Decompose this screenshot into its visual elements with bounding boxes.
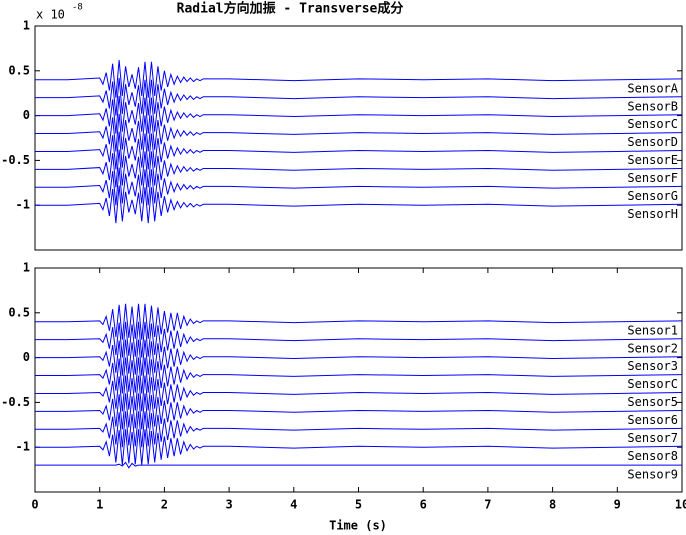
y-tick-label: 1 <box>23 19 30 33</box>
x-tick-label: 8 <box>549 498 556 512</box>
trace <box>35 429 683 466</box>
y-tick-label: 0.5 <box>8 63 30 77</box>
y-exponent: -8 <box>72 3 83 13</box>
trace <box>35 167 683 206</box>
trace-label: SensorC <box>627 377 678 391</box>
x-tick-label: 2 <box>161 498 168 512</box>
trace-label: SensorG <box>627 189 678 203</box>
y-tick-label: 0 <box>23 350 30 364</box>
x-tick-label: 9 <box>614 498 621 512</box>
y-tick-label: 1 <box>23 261 30 275</box>
trace <box>35 131 683 170</box>
trace-label: Sensor8 <box>627 449 678 463</box>
x-tick-label: 0 <box>31 498 38 512</box>
trace <box>35 95 683 134</box>
y-tick-label: -1 <box>16 198 30 212</box>
trace <box>35 321 683 358</box>
trace <box>35 60 683 98</box>
trace <box>35 77 683 116</box>
trace <box>35 461 682 469</box>
trace-label: Sensor3 <box>627 359 678 373</box>
y-tick-label: -0.5 <box>1 395 30 409</box>
trace <box>35 303 683 340</box>
trace-label: SensorF <box>627 171 678 185</box>
y-tick-label: 0.5 <box>8 305 30 319</box>
trace-label: Sensor5 <box>627 395 678 409</box>
trace-label: Sensor2 <box>627 341 678 355</box>
trace-label: Sensor7 <box>627 431 678 445</box>
trace-label: Sensor1 <box>627 323 678 337</box>
x-axis-label: Time (s) <box>329 519 387 533</box>
y-tick-label: -1 <box>16 440 30 454</box>
y-tick-label: -0.5 <box>1 153 30 167</box>
x-tick-label: 3 <box>225 498 232 512</box>
trace <box>35 375 683 412</box>
y-multiplier: x 10 <box>36 8 65 22</box>
trace-label: SensorH <box>627 207 678 221</box>
trace <box>35 411 683 448</box>
trace <box>35 185 683 224</box>
trace-label: Sensor6 <box>627 413 678 427</box>
x-tick-label: 4 <box>290 498 297 512</box>
trace-label: SensorD <box>627 135 678 149</box>
trace <box>35 149 683 188</box>
trace <box>35 357 683 394</box>
x-tick-label: 6 <box>420 498 427 512</box>
trace <box>35 393 683 430</box>
x-tick-label: 10 <box>675 498 686 512</box>
plot-area <box>34 25 683 251</box>
x-tick-label: 1 <box>96 498 103 512</box>
trace <box>35 339 683 376</box>
trace-label: SensorB <box>627 99 678 113</box>
y-tick-label: 0 <box>23 108 30 122</box>
trace-label: SensorA <box>627 81 678 95</box>
trace-label: SensorC <box>627 117 678 131</box>
trace-label: SensorE <box>627 153 678 167</box>
x-tick-label: 7 <box>484 498 491 512</box>
trace-label: Sensor9 <box>627 468 678 482</box>
chart-title: Radial方向加振 - Transverse成分 <box>177 1 404 17</box>
trace <box>35 113 683 152</box>
x-tick-label: 5 <box>355 498 362 512</box>
